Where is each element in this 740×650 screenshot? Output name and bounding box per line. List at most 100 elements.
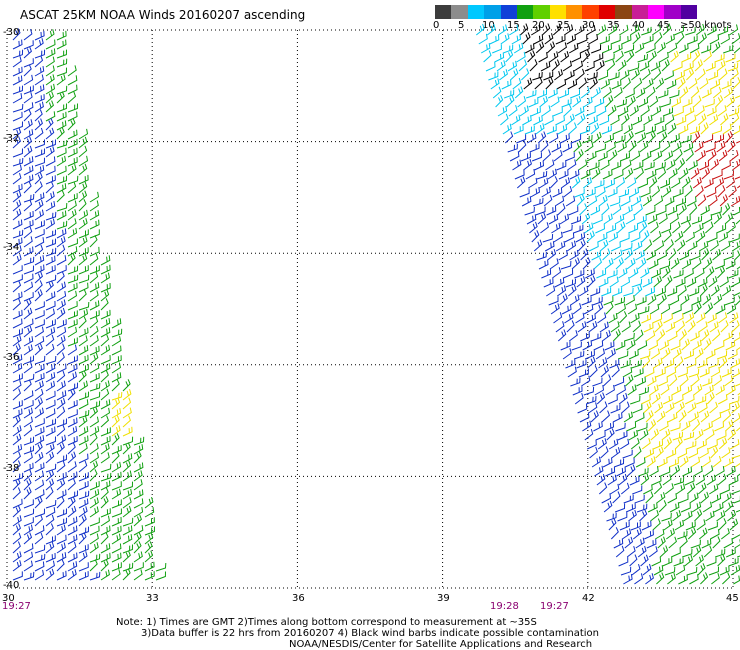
wind-barb (695, 185, 704, 198)
wind-barb (579, 203, 588, 216)
wind-barb (578, 368, 589, 378)
wind-barb (716, 510, 726, 522)
wind-barb (78, 247, 89, 257)
wind-barb (111, 533, 121, 545)
wind-barb (692, 257, 702, 270)
wind-barb (579, 412, 590, 423)
wind-barb (690, 331, 700, 342)
wind-barb (78, 435, 89, 446)
wind-barb (695, 474, 705, 486)
wind-barb (607, 269, 618, 279)
wind-barb (646, 330, 656, 342)
wind-barb (654, 240, 665, 252)
wind-barb (111, 362, 121, 374)
wind-barb (712, 86, 722, 99)
wind-barb (679, 250, 690, 261)
wind-barb (587, 275, 596, 288)
wind-barb (605, 95, 614, 108)
wind-barb (565, 359, 576, 369)
wind-barb (144, 496, 154, 509)
wind-barb (648, 259, 659, 270)
wind-barb (56, 370, 66, 383)
wind-barb (519, 105, 529, 117)
wind-barb (649, 303, 660, 315)
wind-barb (562, 224, 573, 234)
wind-barb (45, 39, 56, 50)
wind-barb (78, 265, 89, 275)
wind-barb (599, 116, 610, 126)
wind-barb (685, 149, 694, 162)
wind-barb (724, 500, 734, 513)
wind-barb (626, 50, 635, 63)
wind-barb (78, 174, 89, 185)
wind-barb (12, 373, 23, 383)
wind-barb (730, 564, 740, 576)
wind-barb (23, 193, 35, 203)
wind-barb (34, 544, 46, 554)
wind-barb (707, 232, 718, 243)
wind-barb (78, 460, 88, 473)
wind-barb (602, 44, 612, 54)
wind-barb (12, 157, 24, 167)
wind-barb (12, 354, 23, 365)
wind-barb (553, 231, 563, 243)
wind-barb (45, 552, 56, 563)
wind-barb (733, 292, 740, 297)
wind-barb (45, 499, 57, 509)
wind-barb (566, 113, 575, 126)
wind-barb (67, 310, 78, 320)
wind-barb (584, 222, 594, 234)
wind-barb (729, 312, 739, 324)
wind-barb (715, 95, 724, 108)
wind-barb (23, 336, 34, 347)
wind-barb (144, 571, 155, 581)
wind-barb (67, 505, 77, 518)
wind-barb (560, 133, 570, 144)
wind-barb (610, 241, 621, 252)
wind-barb (689, 125, 700, 135)
wind-barb (647, 375, 657, 387)
wind-barb (685, 231, 695, 243)
wind-barb (144, 561, 155, 572)
wind-barb (571, 134, 582, 144)
wind-barb (722, 410, 731, 423)
wind-barb (698, 402, 708, 414)
wind-barb (23, 355, 34, 365)
wind-barb (575, 312, 585, 324)
wind-barb (652, 150, 663, 162)
wind-barb (67, 138, 78, 149)
wind-barb (557, 285, 567, 297)
wind-barb (12, 318, 23, 329)
wind-barb (78, 282, 89, 293)
wind-barb (576, 194, 585, 207)
wind-barb (67, 118, 76, 131)
wind-barb (122, 488, 133, 500)
wind-barb (56, 30, 67, 41)
wind-barb (729, 395, 740, 405)
wind-barb (610, 35, 621, 45)
wind-barb (56, 74, 66, 86)
wind-barb (666, 528, 675, 540)
wind-barb (646, 169, 657, 180)
wind-barb (570, 89, 580, 99)
wind-barb (45, 274, 57, 284)
wind-barb (686, 440, 697, 450)
wind-barb (518, 140, 527, 153)
wind-barb (111, 415, 120, 428)
wind-barb (696, 439, 707, 450)
wind-barb (78, 308, 89, 320)
wind-barb (651, 392, 661, 405)
wind-barb (553, 312, 563, 324)
wind-barb (638, 178, 649, 189)
wind-barb (503, 44, 514, 54)
wind-barb (729, 439, 740, 450)
wind-barb (675, 197, 686, 207)
wind-barb (683, 142, 694, 153)
wind-barb (639, 221, 648, 234)
wind-barb (12, 328, 23, 338)
wind-barb (710, 367, 721, 378)
wind-barb (89, 416, 99, 428)
wind-barb (605, 384, 615, 396)
wind-barb (56, 291, 67, 302)
